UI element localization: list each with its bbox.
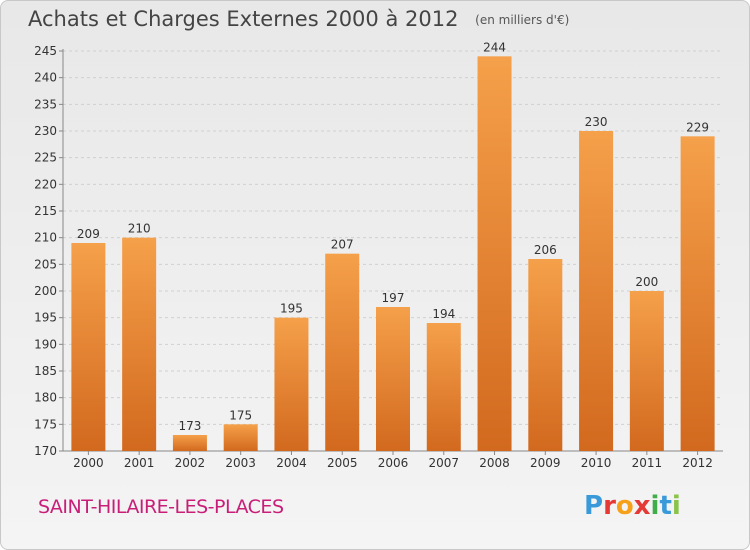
y-tick-label: 185 xyxy=(34,364,57,378)
axis-layer: 170 175 180 185 190 195 200 205 210 215 220 225 230 2… xyxy=(34,44,723,470)
bar-2011 xyxy=(629,291,664,451)
chart-title-text: Achats et Charges Externes 2000 à 2012 xyxy=(28,7,459,31)
logo-letter: i xyxy=(671,491,681,521)
y-tick-label: 215 xyxy=(34,204,57,218)
bar-2003 xyxy=(223,424,258,451)
bar-2000 xyxy=(71,243,106,451)
label-layer: 209 210 173 175 195 207 197 194 244 206 230 200 229 xyxy=(77,40,709,433)
x-tick-label-2005: 2005 xyxy=(327,456,358,470)
data-label-2005: 207 xyxy=(331,238,354,252)
bar-2007 xyxy=(426,323,461,451)
x-tick-label-2007: 2007 xyxy=(428,456,459,470)
data-label-2008: 244 xyxy=(483,40,506,54)
x-tick-label-2006: 2006 xyxy=(378,456,409,470)
y-tick-label: 220 xyxy=(34,177,57,191)
y-tick-label: 175 xyxy=(34,417,57,431)
bar-2008 xyxy=(477,56,512,451)
logo-letter: t xyxy=(659,491,672,521)
y-tick-label: 210 xyxy=(34,231,57,245)
bar-2010 xyxy=(579,131,614,451)
y-tick-label: 235 xyxy=(34,97,57,111)
y-tick-label: 190 xyxy=(34,337,57,351)
bar-2004 xyxy=(274,317,309,451)
data-label-2002: 173 xyxy=(178,419,201,433)
x-tick-label-2011: 2011 xyxy=(632,456,663,470)
x-tick-label-2001: 2001 xyxy=(124,456,155,470)
x-tick-label-2009: 2009 xyxy=(530,456,561,470)
x-tick-label-2002: 2002 xyxy=(175,456,206,470)
bar-2012 xyxy=(680,136,715,452)
y-tick-label: 230 xyxy=(34,124,57,138)
x-tick-label-2000: 2000 xyxy=(73,456,104,470)
logo-letter: P xyxy=(584,491,604,521)
data-label-2004: 195 xyxy=(280,302,303,316)
y-tick-label: 180 xyxy=(34,391,57,405)
data-label-2011: 200 xyxy=(635,275,658,289)
y-tick-label: 225 xyxy=(34,151,57,165)
logo-letter: o xyxy=(615,491,634,521)
logo-letter: i xyxy=(650,491,660,521)
data-label-2001: 210 xyxy=(128,222,151,236)
y-tick-label: 245 xyxy=(34,44,57,58)
bar-2001 xyxy=(122,237,157,451)
x-tick-label-2012: 2012 xyxy=(682,456,713,470)
y-tick-label: 205 xyxy=(34,257,57,271)
data-label-2006: 197 xyxy=(382,291,405,305)
chart-title: Achats et Charges Externes 2000 à 2012 (… xyxy=(28,7,569,31)
y-tick-label: 170 xyxy=(34,444,57,458)
x-tick-label-2008: 2008 xyxy=(479,456,510,470)
x-tick-label-2010: 2010 xyxy=(581,456,612,470)
bar-2005 xyxy=(325,253,360,451)
bar-2006 xyxy=(376,307,410,451)
bar-layer xyxy=(71,56,715,452)
bar-2002 xyxy=(172,435,207,451)
data-label-2010: 230 xyxy=(585,115,608,129)
y-tick-label: 195 xyxy=(34,311,57,325)
x-tick-label-2004: 2004 xyxy=(276,456,307,470)
bar-2009 xyxy=(528,259,563,451)
data-label-2000: 209 xyxy=(77,227,100,241)
x-tick-label-2003: 2003 xyxy=(225,456,256,470)
logo-letter: x xyxy=(633,491,651,521)
proxiti-logo: Proxiti xyxy=(584,491,681,521)
y-tick-label: 200 xyxy=(34,284,57,298)
unit-label: (en milliers d'€) xyxy=(475,13,570,27)
data-label-2009: 206 xyxy=(534,243,557,257)
commune-name: SAINT-HILAIRE-LES-PLACES xyxy=(38,496,284,518)
logo-letter: r xyxy=(603,491,616,521)
y-tick-label: 240 xyxy=(34,71,57,85)
data-label-2003: 175 xyxy=(229,408,252,422)
data-label-2012: 229 xyxy=(686,120,709,134)
data-label-2007: 194 xyxy=(432,307,455,321)
